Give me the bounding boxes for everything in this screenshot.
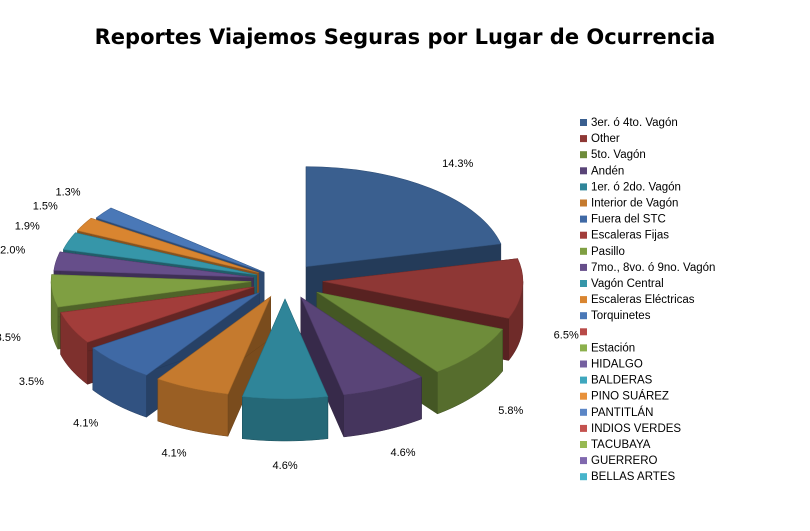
legend-swatch: [580, 232, 587, 239]
legend-label: PANTITLÁN: [591, 406, 653, 419]
legend-item: HIDALGO: [580, 359, 643, 371]
legend-swatch: [580, 328, 587, 335]
legend-item: 1er. ó 2do. Vagón: [580, 181, 681, 193]
legend-label: PINO SUÁREZ: [591, 390, 669, 403]
legend-label: Estación: [591, 342, 635, 354]
legend-item: Vagón Central: [580, 278, 664, 290]
pie-area: [51, 167, 523, 441]
data-label: 3.5%: [0, 332, 21, 344]
legend-item: GUERRERO: [580, 455, 658, 467]
legend-swatch: [580, 344, 587, 351]
legend-swatch: [580, 409, 587, 416]
data-label: 4.1%: [161, 448, 186, 460]
legend: 3er. ó 4to. Vagón Other 5to. Vagón Andén 1er…: [580, 117, 715, 483]
legend-item: 7mo., 8vo. ó 9no. Vagón: [580, 262, 715, 274]
data-label: 14.3%: [442, 158, 473, 170]
legend-label: 7mo., 8vo. ó 9no. Vagón: [591, 262, 715, 274]
legend-label: Fuera del STC: [591, 214, 666, 226]
legend-item: Estación: [580, 342, 635, 354]
legend-swatch: [580, 296, 587, 303]
legend-swatch: [580, 151, 587, 158]
legend-label: BELLAS ARTES: [591, 471, 675, 483]
legend-swatch: [580, 441, 587, 448]
chart-title: Reportes Viajemos Seguras por Lugar de O…: [95, 25, 716, 49]
legend-label: Torquinetes: [591, 310, 651, 322]
data-label: 1.5%: [33, 201, 58, 213]
legend-label: BALDERAS: [591, 375, 653, 387]
legend-item: [580, 328, 587, 335]
data-label: 3.5%: [19, 376, 44, 388]
legend-item: BALDERAS: [580, 375, 653, 387]
data-label: 1.3%: [55, 187, 80, 199]
legend-item: Torquinetes: [580, 310, 651, 322]
legend-label: 3er. ó 4to. Vagón: [591, 117, 678, 129]
legend-item: INDIOS VERDES: [580, 423, 681, 435]
data-label: 1.9%: [15, 221, 40, 233]
legend-label: INDIOS VERDES: [591, 423, 681, 435]
legend-label: Interior de Vagón: [591, 198, 678, 210]
legend-swatch: [580, 119, 587, 126]
legend-swatch: [580, 216, 587, 223]
legend-item: BELLAS ARTES: [580, 471, 675, 483]
legend-swatch: [580, 425, 587, 432]
legend-item: PINO SUÁREZ: [580, 390, 669, 403]
legend-swatch: [580, 183, 587, 190]
legend-swatch: [580, 167, 587, 174]
legend-swatch: [580, 135, 587, 142]
legend-swatch: [580, 473, 587, 480]
legend-item: PANTITLÁN: [580, 406, 653, 419]
legend-label: GUERRERO: [591, 455, 658, 467]
pie-slice-wall: [242, 397, 328, 441]
legend-item: Interior de Vagón: [580, 198, 678, 210]
legend-item: Escaleras Fijas: [580, 230, 669, 242]
legend-item: 3er. ó 4to. Vagón: [580, 117, 678, 129]
legend-label: HIDALGO: [591, 359, 643, 371]
data-label: 2.0%: [0, 245, 25, 257]
legend-swatch: [580, 361, 587, 368]
legend-item: Other: [580, 133, 620, 145]
data-label: 5.8%: [498, 405, 523, 417]
legend-item: TACUBAYA: [580, 439, 651, 451]
data-label: 4.1%: [73, 417, 98, 429]
legend-swatch: [580, 457, 587, 464]
legend-swatch: [580, 280, 587, 287]
legend-swatch: [580, 312, 587, 319]
legend-label: TACUBAYA: [591, 439, 651, 451]
legend-label: Escaleras Fijas: [591, 230, 669, 242]
legend-swatch: [580, 200, 587, 207]
data-label: 4.6%: [390, 447, 415, 459]
legend-swatch: [580, 377, 587, 384]
legend-item: Andén: [580, 165, 624, 177]
legend-label: Escaleras Eléctricas: [591, 294, 695, 306]
legend-swatch: [580, 264, 587, 271]
legend-item: Pasillo: [580, 246, 625, 258]
legend-label: Vagón Central: [591, 278, 664, 290]
legend-swatch: [580, 248, 587, 255]
legend-item: 5to. Vagón: [580, 149, 646, 161]
legend-item: Escaleras Eléctricas: [580, 294, 695, 306]
data-label: 6.5%: [554, 330, 579, 342]
legend-item: Fuera del STC: [580, 214, 666, 226]
legend-label: Pasillo: [591, 246, 625, 258]
legend-label: Other: [591, 133, 620, 145]
legend-label: 1er. ó 2do. Vagón: [591, 181, 681, 193]
legend-label: Andén: [591, 165, 624, 177]
data-label: 4.6%: [273, 460, 298, 472]
legend-label: 5to. Vagón: [591, 149, 646, 161]
legend-swatch: [580, 393, 587, 400]
